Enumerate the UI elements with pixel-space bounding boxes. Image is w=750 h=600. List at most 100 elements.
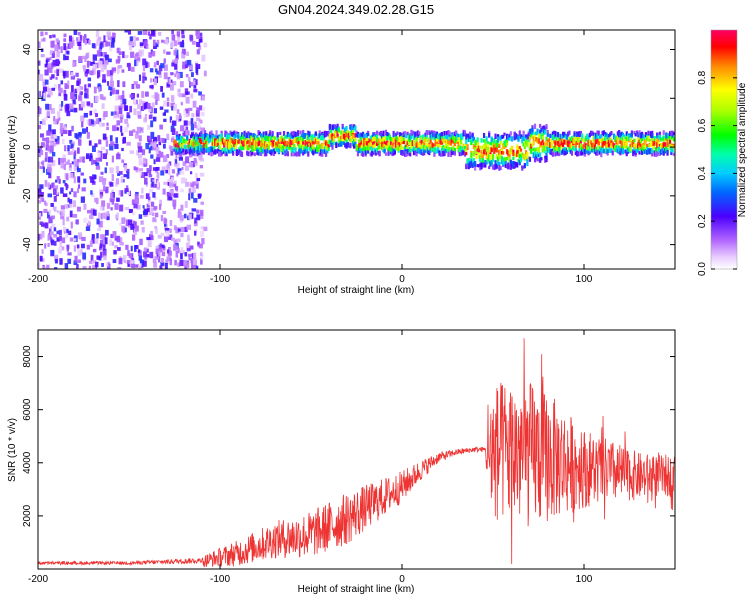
noise-cell (154, 196, 157, 200)
carrier-cell (465, 133, 468, 140)
carrier-cell (375, 130, 379, 136)
noise-cell (116, 153, 121, 160)
noise-cell (67, 252, 72, 256)
carrier-cell (504, 139, 507, 146)
carrier-cell (232, 139, 235, 144)
noise-cell (182, 161, 187, 167)
noise-cell (127, 250, 130, 256)
carrier-cell (345, 136, 348, 143)
carrier-cell (272, 152, 275, 157)
carrier-cell (651, 150, 654, 157)
carrier-cell (516, 146, 519, 151)
carrier-cell (209, 138, 212, 143)
carrier-cell (630, 141, 633, 146)
noise-cell (81, 121, 84, 128)
carrier-cell (179, 150, 182, 157)
carrier-cell (496, 137, 500, 143)
noise-cell (56, 237, 61, 242)
noise-cell (96, 218, 100, 225)
carrier-cell (449, 151, 453, 158)
noise-cell (86, 68, 90, 74)
noise-cell (191, 72, 194, 78)
noise-cell (69, 139, 73, 144)
carrier-cell (668, 143, 672, 149)
carrier-cell (472, 143, 475, 150)
carrier-cell (525, 134, 528, 138)
carrier-cell (332, 124, 335, 129)
carrier-cell (242, 146, 245, 150)
carrier-cell (643, 145, 646, 149)
noise-cell (70, 91, 75, 99)
noise-cell (85, 38, 90, 44)
carrier-cell (460, 139, 463, 145)
noise-cell (102, 244, 106, 251)
noise-cell (196, 177, 201, 182)
noise-cell (63, 89, 67, 96)
carrier-cell (625, 140, 628, 147)
noise-cell (102, 240, 106, 247)
noise-cell (84, 34, 87, 39)
carrier-cell (526, 151, 529, 156)
noise-cell (186, 242, 190, 248)
carrier-cell (446, 138, 449, 144)
carrier-cell (351, 141, 354, 147)
colorbar-tick-label: 0.8 (697, 70, 708, 84)
carrier-cell (615, 136, 618, 140)
carrier-cell (249, 132, 253, 137)
noise-cell (137, 249, 141, 253)
carrier-cell (325, 142, 328, 146)
noise-cell (191, 208, 197, 212)
carrier-cell (372, 136, 375, 142)
carrier-cell (591, 142, 594, 147)
carrier-cell (243, 139, 246, 145)
noise-cell (127, 262, 131, 267)
noise-cell (117, 267, 122, 269)
carrier-cell (628, 146, 631, 152)
noise-cell (190, 192, 194, 199)
carrier-cell (195, 135, 198, 141)
carrier-cell (284, 140, 287, 145)
carrier-cell (568, 130, 571, 135)
carrier-cell (425, 142, 428, 147)
carrier-cell (518, 159, 521, 166)
noise-cell (47, 63, 52, 68)
carrier-cell (597, 148, 600, 154)
noise-cell (180, 247, 184, 254)
carrier-cell (395, 140, 398, 145)
noise-cell (64, 183, 68, 187)
carrier-cell (438, 139, 441, 143)
carrier-cell (335, 126, 338, 131)
noise-cell (160, 86, 163, 92)
carrier-cell (181, 150, 184, 154)
carrier-cell (484, 162, 487, 168)
noise-cell (50, 92, 53, 96)
noise-cell (128, 209, 133, 214)
noise-cell (148, 188, 154, 193)
noise-cell (76, 188, 80, 194)
noise-cell (82, 252, 87, 260)
noise-cell (98, 52, 103, 57)
noise-cell (160, 214, 164, 222)
noise-cell (165, 169, 169, 174)
carrier-cell (472, 136, 475, 141)
carrier-cell (513, 164, 516, 168)
carrier-cell (447, 140, 450, 144)
carrier-cell (177, 142, 180, 148)
carrier-cell (378, 143, 381, 149)
noise-cell (169, 181, 174, 188)
carrier-cell (267, 133, 270, 139)
carrier-cell (535, 131, 538, 136)
carrier-cell (468, 162, 472, 168)
noise-cell (198, 45, 202, 50)
carrier-cell (541, 139, 544, 144)
x-tick-label: -100 (210, 574, 230, 585)
carrier-cell (299, 130, 302, 135)
carrier-cell (484, 139, 487, 145)
carrier-cell (212, 141, 216, 147)
carrier-cell (612, 143, 616, 149)
carrier-cell (200, 132, 203, 137)
carrier-cell (504, 156, 507, 161)
carrier-cell (224, 130, 227, 136)
carrier-cell (521, 137, 524, 144)
